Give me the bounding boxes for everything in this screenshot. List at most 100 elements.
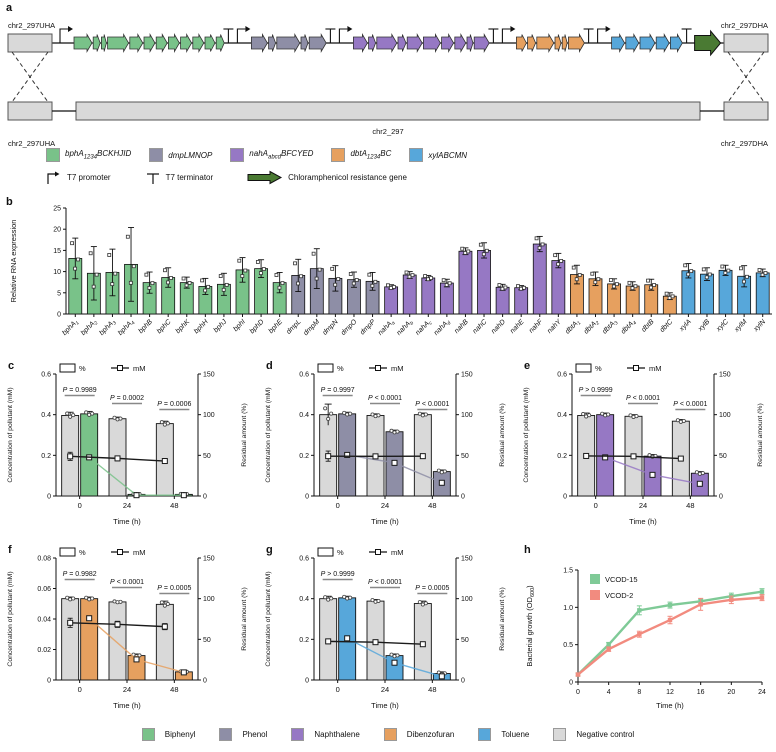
svg-text:P < 0.0001: P < 0.0001 bbox=[626, 395, 660, 402]
svg-text:100: 100 bbox=[203, 596, 215, 603]
svg-text:P > 0.9999: P > 0.9999 bbox=[579, 387, 613, 394]
pollutant-legend-item: Naphthalene bbox=[291, 728, 360, 741]
svg-text:dbtC: dbtC bbox=[659, 318, 675, 334]
svg-text:48: 48 bbox=[428, 685, 436, 694]
svg-text:12: 12 bbox=[666, 689, 674, 696]
svg-text:8: 8 bbox=[637, 689, 641, 696]
svg-text:5: 5 bbox=[57, 290, 61, 297]
svg-text:bphA1: bphA1 bbox=[61, 318, 81, 338]
cm-arrow-legend-item: Chloramphenicol resistance gene bbox=[247, 170, 407, 185]
svg-text:Time (h): Time (h) bbox=[371, 701, 399, 710]
svg-text:0.2: 0.2 bbox=[299, 637, 309, 644]
svg-text:P = 0.0005: P = 0.0005 bbox=[415, 585, 449, 592]
svg-text:nahB: nahB bbox=[453, 318, 470, 335]
svg-text:dmpN: dmpN bbox=[322, 318, 341, 337]
svg-text:Concentration of pollutant (mM: Concentration of pollutant (mM) bbox=[265, 571, 272, 666]
svg-text:0: 0 bbox=[47, 678, 51, 685]
svg-text:mM: mM bbox=[133, 364, 146, 373]
panel-biphenyl-degradation: c 0 0.2 0.4 0.6 0 50 100 150 Concentration of po… bbox=[0, 356, 258, 540]
panel-b-label: b bbox=[6, 196, 13, 208]
color-swatch bbox=[291, 728, 305, 741]
svg-text:0: 0 bbox=[305, 494, 309, 501]
panel-c-label: c bbox=[8, 360, 15, 372]
svg-text:dbtA2: dbtA2 bbox=[583, 318, 601, 336]
legend-label: Dibenzofuran bbox=[406, 730, 455, 739]
svg-text:0.02: 0.02 bbox=[37, 647, 51, 654]
panel-h-label: h bbox=[524, 544, 531, 556]
svg-text:0: 0 bbox=[336, 685, 340, 694]
svg-text:Concentration of pollutant (mM: Concentration of pollutant (mM) bbox=[7, 387, 14, 482]
svg-text:150: 150 bbox=[719, 372, 731, 379]
svg-text:1.5: 1.5 bbox=[563, 568, 573, 575]
legend-label: T7 promoter bbox=[67, 173, 111, 182]
svg-text:mM: mM bbox=[133, 548, 146, 557]
toluene-degradation-chart: 0 0.2 0.4 0.6 0 50 100 150 Concentration of poll… bbox=[265, 547, 506, 710]
svg-text:bphI: bphI bbox=[232, 318, 247, 333]
construct-diagram: chr2_297UHA chr2_297DHA chr2_297 chr2_297UH… bbox=[7, 21, 769, 148]
svg-text:150: 150 bbox=[203, 556, 215, 563]
svg-text:0: 0 bbox=[203, 494, 207, 501]
t7-promoter-legend-item: T7 promoter bbox=[46, 170, 111, 185]
svg-text:%: % bbox=[79, 548, 86, 557]
svg-text:P = 0.9982: P = 0.9982 bbox=[63, 571, 97, 578]
cm-arrow-icon bbox=[247, 170, 283, 185]
svg-text:nahF: nahF bbox=[528, 318, 545, 335]
t7-terminator-icon bbox=[146, 173, 159, 184]
panel-g-label: g bbox=[266, 544, 273, 556]
svg-text:P = 0.9997: P = 0.9997 bbox=[321, 387, 355, 394]
svg-text:mM: mM bbox=[391, 548, 404, 557]
panel-phenol-degradation: d 0 0.2 0.4 0.6 0 50 100 150 Concentration of po… bbox=[258, 356, 516, 540]
svg-text:24: 24 bbox=[758, 689, 766, 696]
svg-text:P < 0.0001: P < 0.0001 bbox=[368, 579, 402, 586]
panel-naphthalene-degradation: e 0 0.2 0.4 0.6 0 50 100 150 Concentration of po… bbox=[516, 356, 774, 540]
svg-text:xylB: xylB bbox=[696, 318, 711, 333]
svg-text:bphE: bphE bbox=[268, 318, 285, 335]
svg-text:bphB: bphB bbox=[138, 318, 155, 335]
svg-text:0: 0 bbox=[336, 501, 340, 510]
legend-label: Naphthalene bbox=[314, 730, 360, 739]
svg-text:P < 0.0001: P < 0.0001 bbox=[673, 401, 707, 408]
color-swatch bbox=[383, 728, 397, 741]
svg-text:dbtA1: dbtA1 bbox=[564, 318, 582, 336]
color-swatch bbox=[331, 148, 346, 162]
svg-text:nahY: nahY bbox=[546, 318, 563, 335]
svg-text:Time (h): Time (h) bbox=[371, 517, 399, 526]
svg-text:Relative RNA expression: Relative RNA expression bbox=[9, 220, 18, 303]
svg-text:20: 20 bbox=[727, 689, 735, 696]
panel-growth: h 0 0.5 1.0 1.5 0 4 8 12 16 20 24 Time (h) Bacterial… bbox=[516, 540, 774, 724]
svg-text:xylM: xylM bbox=[733, 318, 749, 334]
svg-text:0.6: 0.6 bbox=[41, 372, 51, 379]
svg-text:50: 50 bbox=[461, 637, 469, 644]
svg-text:P = 0.9989: P = 0.9989 bbox=[63, 387, 97, 394]
svg-text:Bacterial growth (OD600): Bacterial growth (OD600) bbox=[525, 585, 536, 667]
svg-text:150: 150 bbox=[203, 372, 215, 379]
svg-text:50: 50 bbox=[461, 453, 469, 460]
panel-f-label: f bbox=[8, 544, 12, 556]
svg-text:0.6: 0.6 bbox=[557, 372, 567, 379]
svg-text:48: 48 bbox=[428, 501, 436, 510]
svg-text:48: 48 bbox=[686, 501, 694, 510]
t7-terminator-legend-item: T7 terminator bbox=[145, 170, 213, 185]
gene-legend-item: dbtA1234BC bbox=[331, 148, 391, 162]
svg-text:Concentration of pollutant (mM: Concentration of pollutant (mM) bbox=[523, 387, 530, 482]
svg-text:xylC: xylC bbox=[715, 318, 731, 334]
svg-text:0.4: 0.4 bbox=[41, 412, 51, 419]
color-swatch bbox=[553, 728, 567, 741]
color-swatch bbox=[478, 728, 492, 741]
svg-text:0.2: 0.2 bbox=[299, 453, 309, 460]
pollutant-legend-item: Negative control bbox=[553, 728, 634, 741]
legend-label: Phenol bbox=[242, 730, 268, 739]
pollutant-color-legend: Biphenyl Phenol Naphthalene Dibenzofuran Tol… bbox=[0, 728, 776, 741]
svg-text:0.6: 0.6 bbox=[299, 556, 309, 563]
svg-text:bphA2: bphA2 bbox=[80, 318, 100, 338]
svg-text:0: 0 bbox=[461, 678, 465, 685]
svg-text:48: 48 bbox=[170, 501, 178, 510]
svg-text:Residual amount (%): Residual amount (%) bbox=[499, 403, 506, 466]
svg-text:mM: mM bbox=[391, 364, 404, 373]
pollutant-legend-item: Biphenyl bbox=[141, 728, 195, 741]
svg-text:0: 0 bbox=[719, 494, 723, 501]
svg-text:50: 50 bbox=[203, 453, 211, 460]
svg-text:50: 50 bbox=[719, 453, 727, 460]
svg-text:0.5: 0.5 bbox=[563, 642, 573, 649]
